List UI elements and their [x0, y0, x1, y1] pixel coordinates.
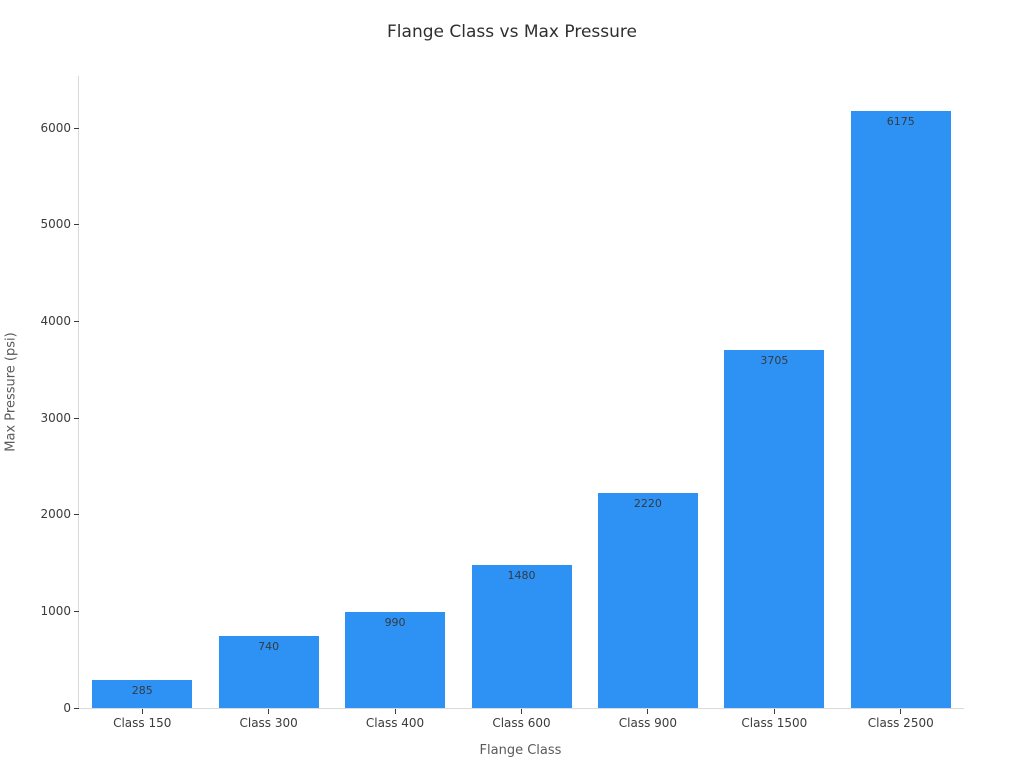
bar-value-label: 285	[131, 684, 153, 698]
y-tick-label: 3000	[40, 410, 71, 425]
x-tick-mark	[773, 709, 775, 714]
y-tick-label: 1000	[40, 603, 71, 618]
y-tick-mark	[74, 320, 79, 322]
y-tick-label: 2000	[40, 507, 71, 522]
bar-class-1500: 3705	[724, 349, 825, 708]
bar-class-900: 2220	[597, 493, 698, 708]
bar-value-label: 2220	[633, 497, 662, 511]
y-tick-mark	[74, 224, 79, 226]
bar-value-label: 1480	[507, 568, 536, 582]
y-tick-label: 5000	[40, 217, 71, 232]
x-tick-mark	[268, 709, 270, 714]
x-tick-mark	[394, 709, 396, 714]
y-tick-mark	[74, 610, 79, 612]
bar-class-150: 285	[92, 680, 193, 708]
x-tick-label: Class 1500	[741, 716, 808, 730]
bar-class-400: 990	[345, 612, 446, 708]
x-tick-label: Class 2500	[867, 716, 934, 730]
x-tick-mark	[521, 709, 522, 714]
x-tick-label: Class 150	[113, 716, 172, 730]
x-tick-mark	[900, 709, 902, 714]
x-axis-title: Flange Class	[479, 743, 562, 758]
x-tick-mark	[647, 709, 649, 714]
y-tick-mark	[74, 417, 79, 419]
bar-value-label: 3705	[760, 353, 789, 367]
y-tick-label: 4000	[40, 313, 71, 328]
y-tick-mark	[74, 707, 79, 709]
bar-class-2500: 6175	[850, 111, 951, 708]
x-tick-label: Class 900	[618, 716, 678, 730]
bar-class-300: 740	[218, 636, 319, 708]
y-tick-label: 6000	[40, 120, 71, 135]
y-tick-mark	[74, 514, 79, 516]
chart-title: Flange Class vs Max Pressure	[387, 22, 637, 42]
bar-value-label: 6175	[886, 115, 915, 129]
y-axis-title-text: Max Pressure (psi)	[3, 332, 19, 452]
y-tick-mark	[74, 127, 79, 129]
x-tick-label: Class 400	[365, 716, 425, 730]
y-tick-label: 0	[63, 700, 71, 715]
x-tick-label: Class 300	[239, 716, 298, 730]
bar-value-label: 990	[384, 616, 406, 630]
x-tick-mark	[141, 709, 143, 714]
bar-value-label: 740	[258, 640, 280, 654]
x-tick-label: Class 600	[492, 716, 551, 730]
bar-class-600: 1480	[471, 564, 572, 708]
plot-area: 0 1000 2000 3000 4000 5000 6000 285 Class 150 740…	[40, 76, 964, 730]
